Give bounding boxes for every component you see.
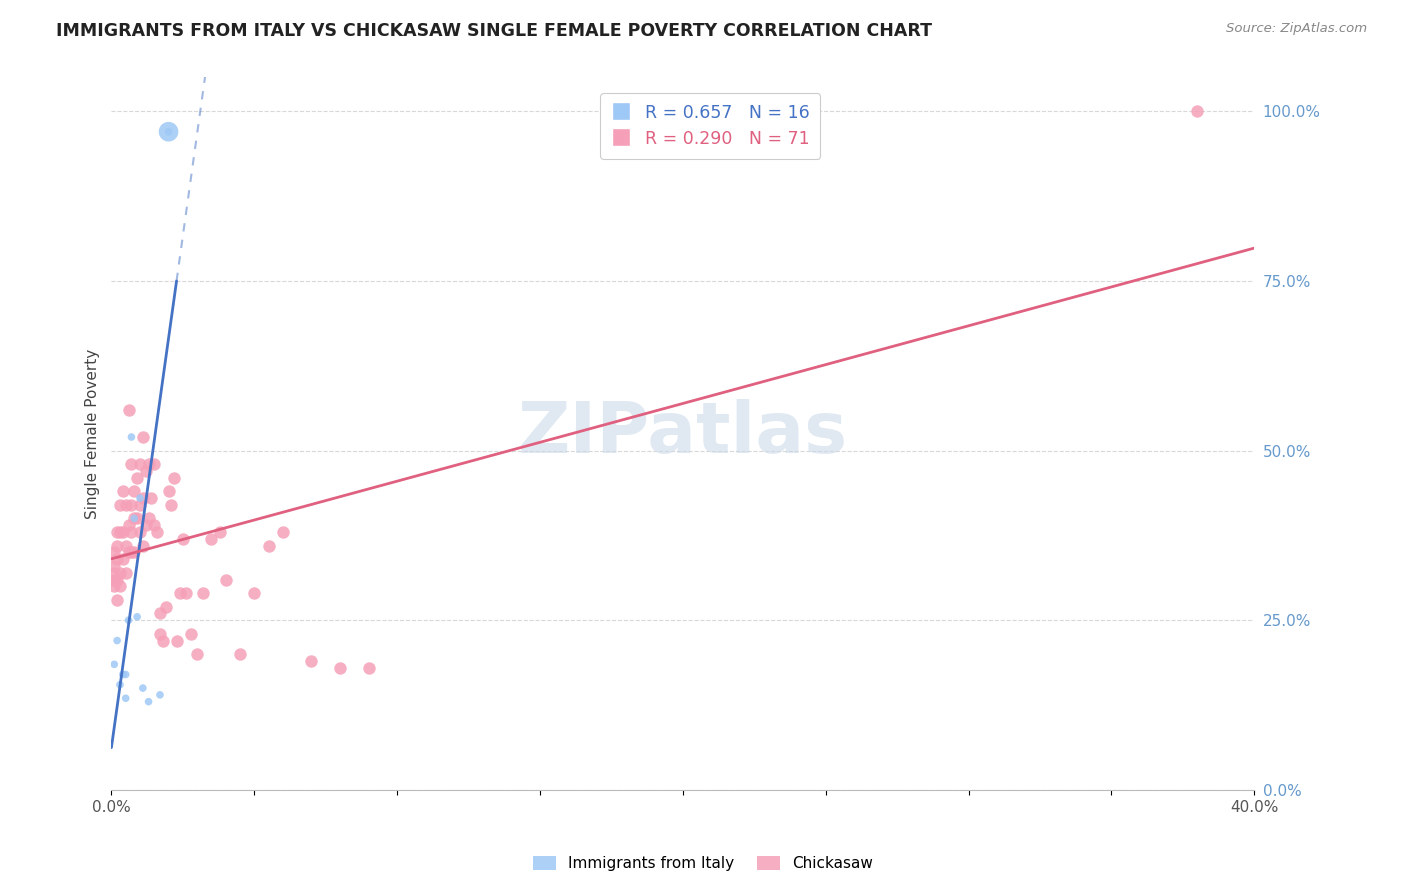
- Point: [191, 586, 214, 600]
- Point: [157, 484, 180, 499]
- Point: [103, 573, 125, 587]
- Point: [329, 661, 352, 675]
- Point: [200, 532, 222, 546]
- Point: [129, 491, 152, 505]
- Point: [120, 430, 142, 444]
- Point: [111, 552, 134, 566]
- Legend: Immigrants from Italy, Chickasaw: Immigrants from Italy, Chickasaw: [527, 850, 879, 877]
- Text: Source: ZipAtlas.com: Source: ZipAtlas.com: [1226, 22, 1367, 36]
- Point: [143, 518, 166, 533]
- Point: [271, 524, 294, 539]
- Point: [120, 498, 142, 512]
- Point: [174, 586, 197, 600]
- Point: [108, 524, 131, 539]
- Point: [129, 524, 152, 539]
- Point: [105, 552, 128, 566]
- Point: [243, 586, 266, 600]
- Point: [132, 539, 155, 553]
- Point: [146, 524, 169, 539]
- Point: [114, 691, 136, 706]
- Point: [132, 681, 155, 695]
- Point: [215, 573, 238, 587]
- Point: [1187, 104, 1209, 119]
- Point: [149, 627, 172, 641]
- Point: [111, 484, 134, 499]
- Point: [117, 403, 139, 417]
- Point: [120, 457, 142, 471]
- Point: [122, 511, 145, 525]
- Point: [229, 647, 252, 661]
- Point: [117, 518, 139, 533]
- Point: [138, 511, 160, 525]
- Point: [103, 558, 125, 573]
- Point: [135, 464, 157, 478]
- Point: [138, 695, 160, 709]
- Point: [299, 654, 322, 668]
- Point: [105, 573, 128, 587]
- Point: [135, 518, 157, 533]
- Point: [103, 545, 125, 559]
- Point: [114, 539, 136, 553]
- Text: ZIPatlas: ZIPatlas: [517, 399, 848, 468]
- Point: [172, 532, 194, 546]
- Point: [111, 667, 134, 681]
- Point: [152, 633, 174, 648]
- Point: [117, 613, 139, 627]
- Point: [208, 524, 231, 539]
- Point: [138, 457, 160, 471]
- Point: [114, 667, 136, 681]
- Point: [149, 688, 172, 702]
- Text: IMMIGRANTS FROM ITALY VS CHICKASAW SINGLE FEMALE POVERTY CORRELATION CHART: IMMIGRANTS FROM ITALY VS CHICKASAW SINGL…: [56, 22, 932, 40]
- Point: [132, 491, 155, 505]
- Point: [180, 627, 202, 641]
- Point: [108, 498, 131, 512]
- Point: [108, 678, 131, 692]
- Point: [111, 524, 134, 539]
- Point: [108, 566, 131, 580]
- Point: [120, 545, 142, 559]
- Legend: R = 0.657   N = 16, R = 0.290   N = 71: R = 0.657 N = 16, R = 0.290 N = 71: [600, 94, 821, 159]
- Point: [155, 599, 177, 614]
- Point: [186, 647, 208, 661]
- Point: [157, 125, 180, 139]
- Point: [166, 633, 188, 648]
- Point: [127, 610, 149, 624]
- Point: [103, 566, 125, 580]
- Point: [127, 511, 149, 525]
- Y-axis label: Single Female Poverty: Single Female Poverty: [86, 349, 100, 519]
- Point: [357, 661, 380, 675]
- Point: [103, 657, 125, 672]
- Point: [122, 511, 145, 525]
- Point: [160, 498, 183, 512]
- Point: [105, 633, 128, 648]
- Point: [108, 579, 131, 593]
- Point: [129, 498, 152, 512]
- Point: [105, 592, 128, 607]
- Point: [120, 524, 142, 539]
- Point: [141, 491, 163, 505]
- Point: [157, 125, 180, 139]
- Point: [122, 484, 145, 499]
- Point: [114, 566, 136, 580]
- Point: [117, 545, 139, 559]
- Point: [114, 498, 136, 512]
- Point: [122, 545, 145, 559]
- Point: [105, 524, 128, 539]
- Point: [105, 539, 128, 553]
- Point: [127, 471, 149, 485]
- Point: [103, 579, 125, 593]
- Point: [163, 471, 186, 485]
- Point: [169, 586, 191, 600]
- Point: [129, 457, 152, 471]
- Point: [132, 430, 155, 444]
- Point: [143, 457, 166, 471]
- Point: [257, 539, 280, 553]
- Point: [149, 607, 172, 621]
